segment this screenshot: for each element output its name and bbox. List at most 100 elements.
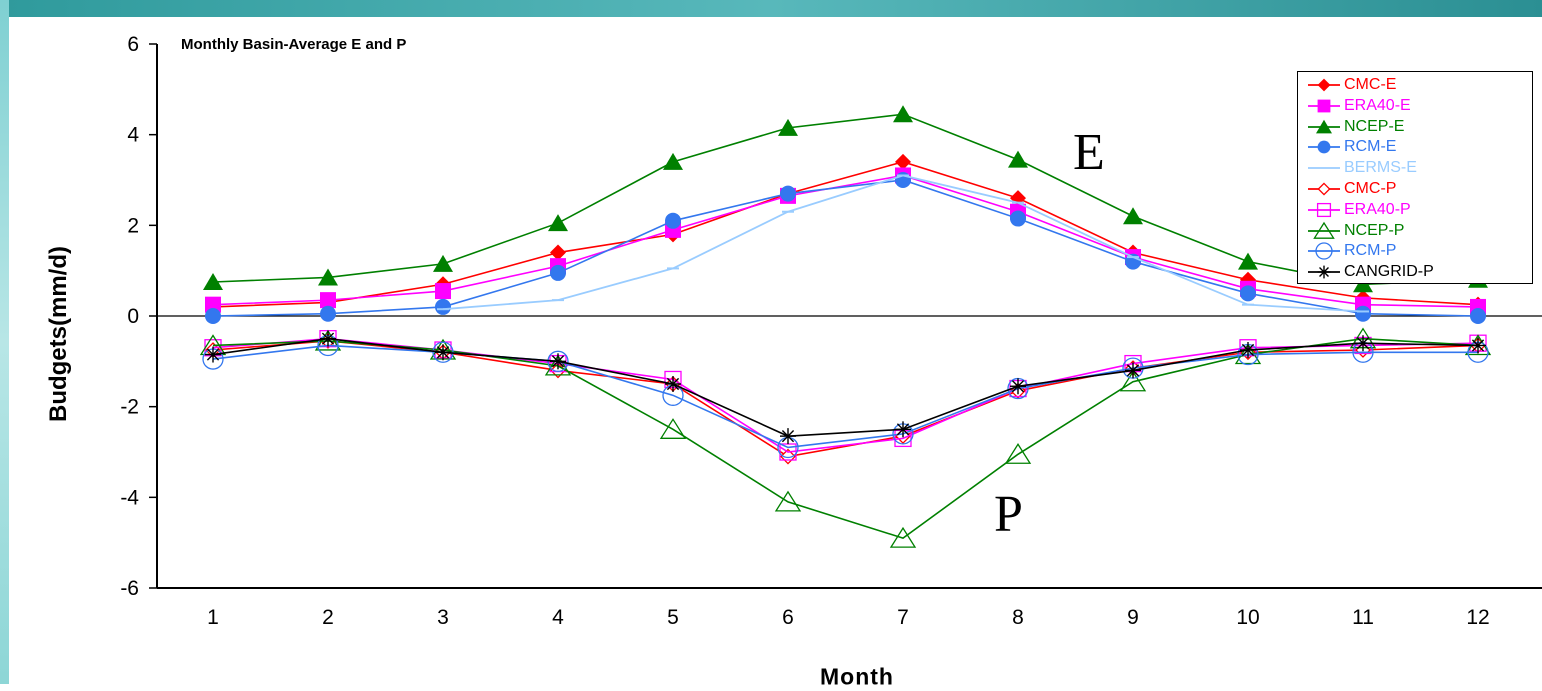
data-point xyxy=(1470,308,1486,324)
data-point xyxy=(205,308,221,324)
data-point xyxy=(665,212,681,229)
data-point xyxy=(1119,370,1147,392)
legend-item: CMC-E xyxy=(1298,74,1532,95)
data-point xyxy=(320,305,336,322)
legend-swatch xyxy=(1308,182,1340,196)
series-line-rcm-p xyxy=(212,344,1478,449)
x-tick-label: 11 xyxy=(1352,606,1374,629)
series-line-ncep-e xyxy=(212,113,1479,286)
data-point xyxy=(205,296,221,313)
data-point xyxy=(1125,362,1141,379)
slide-left-band xyxy=(0,0,9,684)
legend-swatch xyxy=(1308,167,1340,170)
legend-swatch xyxy=(1308,99,1340,113)
y-tick-label: -2 xyxy=(120,396,139,419)
x-tick-label: 4 xyxy=(552,606,564,629)
data-point xyxy=(205,346,221,363)
data-point xyxy=(1317,78,1331,92)
data-point xyxy=(1355,305,1371,322)
y-tick-label: 0 xyxy=(127,305,139,328)
x-tick-label: 10 xyxy=(1236,606,1259,629)
data-point xyxy=(1010,210,1026,227)
x-tick-label: 7 xyxy=(897,606,909,629)
data-point xyxy=(1316,202,1332,217)
legend-swatch xyxy=(1308,140,1340,154)
data-point xyxy=(1008,150,1028,168)
series-line-rcm-e xyxy=(212,179,1479,317)
data-point xyxy=(550,244,566,261)
x-tick-label: 5 xyxy=(667,606,679,629)
data-point xyxy=(320,292,336,309)
legend-item: BERMS-E xyxy=(1298,157,1532,178)
data-point xyxy=(1240,342,1256,358)
data-point xyxy=(1240,285,1256,302)
y-tick-label: -6 xyxy=(120,577,139,600)
data-point xyxy=(1123,207,1143,225)
data-point xyxy=(780,428,796,445)
chart-title: Monthly Basin-Average E and P xyxy=(181,36,407,53)
y-axis-title: Budgets(mm/d) xyxy=(45,246,72,422)
data-point xyxy=(550,353,566,370)
x-tick-label: 2 xyxy=(322,606,334,629)
legend-label: CANGRID-P xyxy=(1344,263,1434,281)
data-point xyxy=(895,421,911,438)
slide-top-band xyxy=(0,0,1542,17)
legend-item: ERA40-P xyxy=(1298,199,1532,220)
chart-panel: 6 4 2 0 -2 -4 -6 1 2 3 4 5 6 7 8 9 10 11 12 Monthly Basin-… xyxy=(9,17,1542,690)
y-tick-label: 6 xyxy=(127,33,139,56)
legend-label: CMC-P xyxy=(1344,180,1397,197)
series-line-ncep-p xyxy=(212,337,1479,540)
annotation-e: E xyxy=(1073,124,1105,181)
data-point xyxy=(1317,265,1331,279)
data-point xyxy=(1316,119,1332,133)
data-point xyxy=(433,254,453,272)
data-point xyxy=(320,330,336,347)
data-point xyxy=(1004,443,1032,464)
data-point xyxy=(895,153,911,170)
x-tick-label: 9 xyxy=(1127,606,1139,629)
legend-swatch xyxy=(1308,202,1340,217)
x-tick-label: 6 xyxy=(782,606,794,629)
legend-item: RCM-P xyxy=(1298,240,1532,261)
legend-swatch xyxy=(1308,265,1340,279)
data-point xyxy=(895,172,911,188)
series-rcm-p xyxy=(202,334,1489,459)
data-point xyxy=(774,490,802,512)
data-point xyxy=(1317,182,1331,196)
x-tick-label: 8 xyxy=(1012,606,1024,629)
series-line-cmc-p xyxy=(212,340,1479,458)
y-tick-label: -4 xyxy=(120,486,139,509)
data-point xyxy=(1315,242,1333,261)
series-line-era40-e xyxy=(212,174,1479,308)
y-tick-label: 2 xyxy=(127,214,139,237)
legend-label: ERA40-P xyxy=(1344,200,1411,218)
x-axis-title: Month xyxy=(820,663,894,690)
data-point xyxy=(1317,99,1331,113)
legend-label: NCEP-P xyxy=(1344,221,1405,239)
series-cmc-e xyxy=(205,153,1486,315)
legend-label: NCEP-E xyxy=(1344,117,1405,135)
x-tick-label: 1 xyxy=(207,606,219,629)
series-ncep-e xyxy=(203,105,1488,293)
data-point xyxy=(1313,221,1335,239)
legend-label: BERMS-E xyxy=(1344,159,1417,177)
data-point xyxy=(435,344,451,361)
data-point xyxy=(550,264,566,281)
legend-item: RCM-E xyxy=(1298,136,1532,157)
series-berms-e xyxy=(437,174,1369,313)
series-line-cangrid-p xyxy=(212,337,1479,437)
legend-swatch xyxy=(1308,119,1340,133)
series-rcm-e xyxy=(205,172,1486,324)
annotation-p: P xyxy=(994,486,1023,543)
data-point xyxy=(1470,337,1486,354)
data-point xyxy=(778,118,798,136)
data-point xyxy=(663,152,683,170)
legend-swatch xyxy=(1308,78,1340,92)
legend-swatch xyxy=(1308,221,1340,239)
series-cangrid-p xyxy=(205,330,1486,445)
data-point xyxy=(889,526,917,548)
data-point xyxy=(893,105,913,123)
data-point xyxy=(1010,378,1026,395)
series-line-era40-p xyxy=(212,337,1479,453)
